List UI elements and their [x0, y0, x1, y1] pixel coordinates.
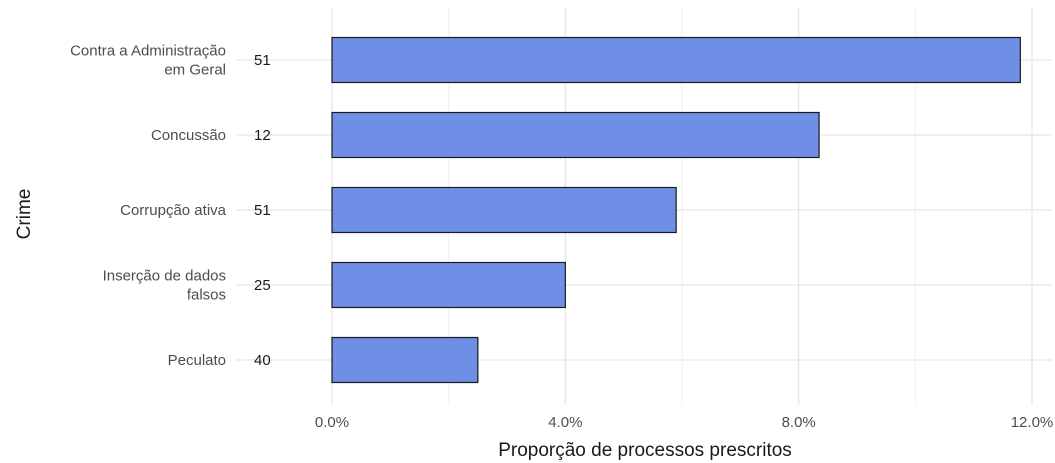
x-tick-label: 8.0% [782, 414, 816, 431]
bar [331, 261, 566, 309]
count-labels: 51 12 51 25 40 [254, 52, 271, 369]
category-label: falsos [187, 287, 226, 304]
category-labels: Contra a Administração em Geral Concussão C… [70, 43, 227, 370]
count-label: 51 [254, 52, 271, 69]
y-axis-title: Crime [14, 189, 35, 240]
x-tick-label: 0.0% [315, 414, 349, 431]
category-label: em Geral [164, 62, 226, 79]
count-label: 12 [254, 127, 271, 144]
category-label: Inserção de dados [103, 268, 226, 285]
x-tick-labels: 0.0% 4.0% 8.0% 12.0% [315, 414, 1053, 431]
x-axis-title: Proporção de processos prescritos [498, 440, 792, 461]
bar [331, 186, 677, 234]
bar [331, 336, 479, 384]
category-label: Contra a Administração [70, 43, 226, 60]
bars [331, 36, 1021, 384]
x-tick-label: 4.0% [548, 414, 582, 431]
count-label: 25 [254, 277, 271, 294]
x-tick-label: 12.0% [1011, 414, 1054, 431]
category-label: Concussão [151, 127, 226, 144]
count-label: 51 [254, 202, 271, 219]
category-label: Peculato [168, 352, 226, 369]
category-label: Corrupção ativa [120, 202, 227, 219]
bar [331, 36, 1021, 84]
bar [331, 111, 820, 159]
count-label: 40 [254, 352, 271, 369]
